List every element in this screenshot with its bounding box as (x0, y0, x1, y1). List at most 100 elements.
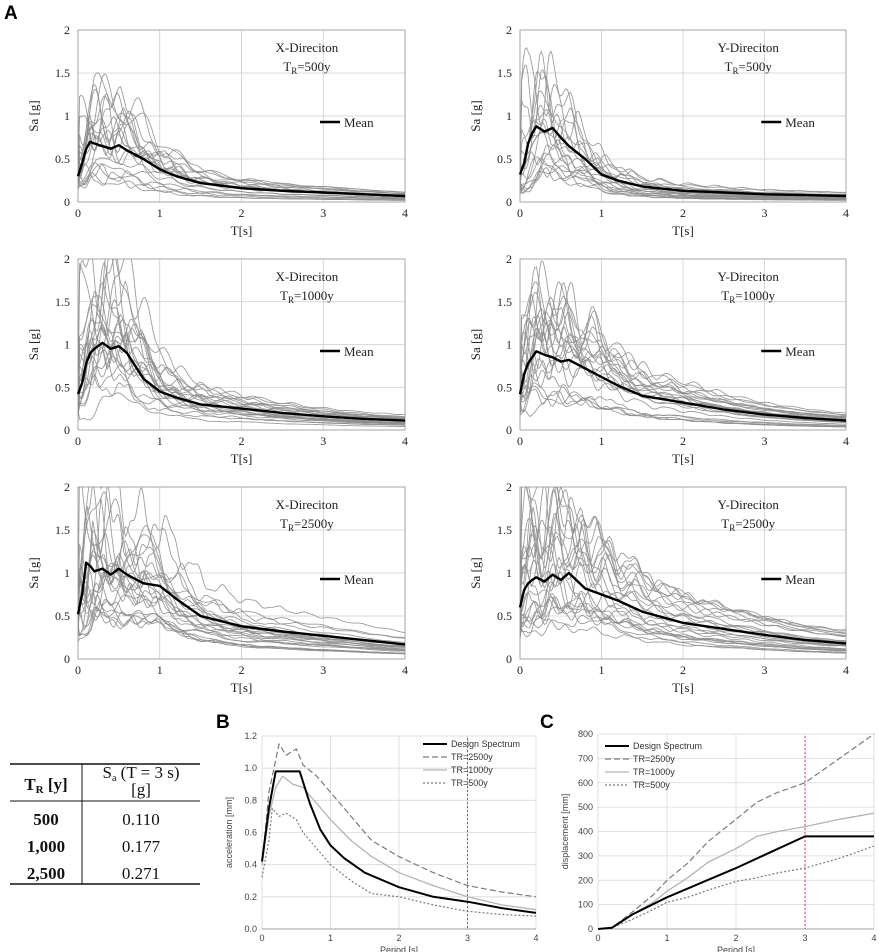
record-spectrum-line (78, 72, 405, 195)
legend-mean-label: Mean (344, 344, 374, 359)
legend-label: TR=500y (633, 780, 670, 790)
record-spectrum-line (78, 280, 405, 421)
series-line-tr-2500y (261, 743, 537, 898)
record-spectrum-line (520, 487, 846, 637)
return-period-label: TR=2500y (721, 516, 775, 533)
y-tick-label: 2 (64, 23, 70, 37)
panel-label-b: B (216, 712, 230, 733)
record-spectrum-line (78, 93, 405, 196)
legend-mean-label: Mean (785, 344, 815, 359)
y-tick-label: 1.0 (244, 763, 257, 773)
y-axis-label: Sa [g] (468, 557, 483, 588)
return-period-subscript: R (288, 523, 294, 533)
record-spectrum-line (520, 592, 846, 651)
record-spectrum-line (520, 487, 846, 632)
x-tick-label: 3 (762, 434, 768, 448)
record-spectrum-line (520, 166, 846, 201)
y-tick-label: 1.5 (55, 523, 70, 537)
panel-label-a: A (4, 3, 18, 24)
record-spectrum-line (520, 596, 846, 650)
record-spectrum-line (78, 374, 405, 426)
direction-label: Y-Direciton (718, 497, 780, 512)
x-axis-label: T[s] (231, 223, 253, 238)
mean-spectrum-line (518, 571, 847, 645)
x-axis-label: T[s] (672, 451, 694, 466)
x-tick-label: 4 (843, 434, 849, 448)
y-tick-label: 2 (64, 252, 70, 266)
return-period-label: TR=500y (283, 59, 331, 76)
y-tick-label: 0 (64, 423, 70, 437)
y-tick-label: 500 (578, 802, 593, 812)
legend-label: TR=2500y (633, 754, 675, 764)
y-tick-label: 0.5 (55, 380, 70, 394)
x-axis-label: T[s] (672, 223, 694, 238)
record-spectrum-line (78, 497, 405, 639)
plot-frame (77, 29, 406, 203)
y-tick-label: 0.5 (55, 609, 70, 623)
y-tick-label: 1 (506, 338, 512, 352)
record-spectrum-line (78, 163, 405, 200)
x-tick-label: 1 (664, 933, 669, 943)
record-spectra-group (78, 487, 405, 655)
x-tick-label: 0 (517, 206, 523, 220)
return-period-prefix: T (721, 288, 729, 303)
legend-mean-label: Mean (785, 115, 815, 130)
y-tick-label: 200 (578, 875, 593, 885)
y-axis-label: Sa [g] (468, 100, 483, 131)
response-spectra-grid: 0 1 2 3 400.511.52T[s]Sa [g]X-DirecitonTR=50… (26, 23, 849, 695)
series-line-tr-2500y (597, 733, 875, 930)
y-tick-label: 800 (578, 729, 593, 739)
record-spectrum-line (78, 154, 405, 201)
x-tick-label: 2 (239, 434, 245, 448)
y-tick-label: 1 (64, 338, 70, 352)
return-period-subscript: R (288, 295, 294, 305)
x-tick-label: 1 (599, 206, 605, 220)
mean-spectrum-line (518, 125, 847, 198)
table-header-tr: TR [y] (24, 775, 67, 796)
return-period-prefix: T (280, 288, 288, 303)
series-line-tr-1000y (261, 775, 537, 911)
return-period-value: =500y (297, 59, 331, 74)
record-spectrum-line (520, 260, 846, 414)
record-spectrum-line (520, 46, 846, 193)
return-period-prefix: T (721, 516, 729, 531)
x-tick-label: 0 (517, 663, 523, 677)
return-period-prefix: T (725, 59, 733, 74)
record-spectrum-line (78, 327, 405, 424)
y-tick-label: 1 (506, 109, 512, 123)
x-tick-label: 0 (75, 206, 81, 220)
legend-label: TR=2500y (451, 752, 493, 762)
x-axis-label: Period [s] (717, 945, 755, 952)
x-tick-label: 3 (320, 434, 326, 448)
return-period-value: =2500y (735, 516, 775, 531)
record-spectrum-line (520, 598, 846, 652)
panel-label-c: C (540, 712, 554, 733)
y-tick-label: 0 (506, 195, 512, 209)
y-tick-label: 0.5 (497, 380, 512, 394)
y-tick-label: 0 (588, 924, 593, 934)
mean-spectrum-line (76, 341, 406, 422)
y-tick-label: 1 (64, 109, 70, 123)
record-spectrum-line (520, 561, 846, 650)
y-tick-label: 0.5 (55, 152, 70, 166)
table-row-1-sa: 0.110 (122, 810, 160, 829)
mean-spectrum-line (518, 350, 847, 422)
record-spectrum-line (520, 525, 846, 642)
spectrum-plot-x2500: 0 1 2 3 4 0 0.5 1 1.5 2 T[s] Sa [g] X-Direciton TR=25… (26, 480, 408, 695)
x-tick-label: 3 (320, 663, 326, 677)
x-tick-label: 0 (259, 933, 264, 943)
record-spectrum-line (78, 157, 405, 199)
x-tick-label: 4 (871, 933, 876, 943)
y-tick-label: 400 (578, 827, 593, 837)
table-row-3-sa: 0.271 (122, 864, 160, 883)
mean-spectrum-line (76, 140, 406, 198)
legend-label: TR=500y (451, 778, 488, 788)
record-spectrum-line (520, 385, 846, 426)
series-line-design-spectrum (261, 770, 537, 914)
x-tick-label: 2 (239, 663, 245, 677)
x-axis-label: T[s] (231, 680, 253, 695)
y-axis-label: Sa [g] (26, 329, 41, 360)
x-tick-label: 2 (680, 434, 686, 448)
record-spectrum-line (520, 64, 846, 195)
